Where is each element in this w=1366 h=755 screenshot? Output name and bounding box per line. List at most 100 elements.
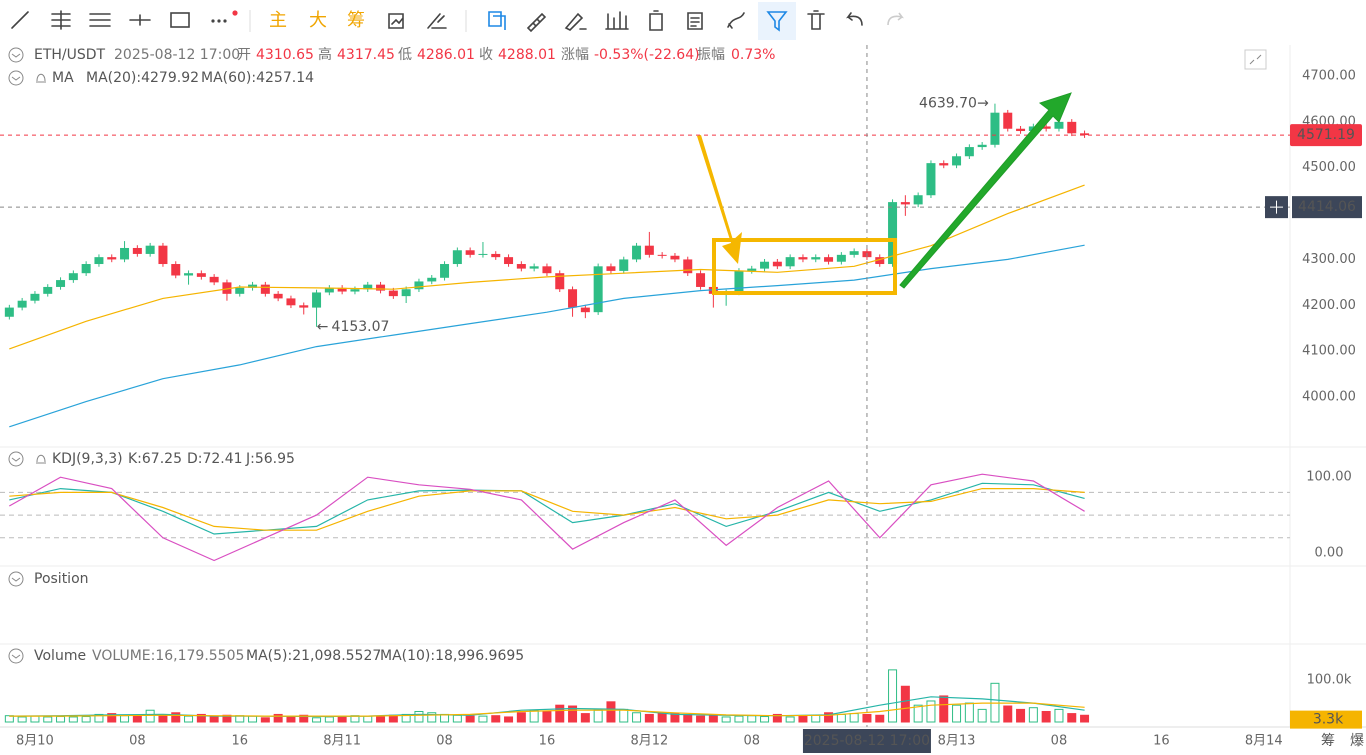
notes-tool[interactable] [687,12,703,30]
candle-body [94,257,104,265]
volume-last-box [1290,710,1362,729]
replay-tool[interactable] [388,13,404,29]
magnet-tool[interactable] [727,12,745,29]
redo-tool[interactable] [887,12,904,26]
green-arrow[interactable] [899,92,1072,289]
layer-tool[interactable] [488,11,506,30]
candle-body [132,247,142,254]
trend-line-tool[interactable] [11,11,29,29]
more-tool[interactable] [211,10,238,23]
candle-body [952,156,962,166]
collapse-btn[interactable] [8,47,24,63]
candle-body [772,261,782,267]
stat-value: 4310.65 [256,47,314,63]
volume-bar [43,716,53,723]
volume-bar [299,714,309,723]
brush-tool[interactable] [564,12,587,31]
candle-body [644,245,654,255]
candle-body [619,259,629,271]
volume-bar [836,713,846,723]
indicator-name: KDJ(9,3,3) [52,451,123,467]
candle-body [145,245,155,254]
volume-bar [875,714,885,723]
collapse-btn[interactable] [8,571,24,587]
liquidation-toggle[interactable]: 爆 [1350,733,1364,749]
low-annotation: 4153.07 [332,319,390,335]
candle-body [17,300,27,308]
parallel-tool[interactable] [51,10,71,30]
main-indicator-btn[interactable]: 主 [269,10,287,31]
volume-bar [107,713,117,723]
panel-title: Position [34,571,89,587]
volume-bar [734,715,744,723]
timer-tool[interactable] [649,10,663,31]
candle-body [606,266,616,271]
candle-body [568,289,578,308]
crosshair-time-label: 2025-08-12 17:00 [804,733,930,749]
volume-bar [529,709,539,723]
candle-body [964,147,974,157]
candle-body [875,257,885,265]
fib-tool[interactable] [89,13,111,27]
bell-icon[interactable] [36,73,46,83]
x-tick-label: 08 [129,734,146,749]
collapse-btn[interactable] [8,70,24,86]
candle-body [1054,121,1064,129]
candle-body [324,287,334,293]
volume-bar [68,716,78,723]
volume-bar [414,710,424,723]
delete-tool[interactable] [807,10,825,30]
volume-bar [1041,710,1051,723]
volume-bar [606,701,616,723]
measure-tool[interactable] [427,13,447,29]
candle-body [312,292,322,308]
volume-bar [158,714,168,723]
volume-bar [209,716,219,723]
candle-body [43,286,53,294]
candle-body [158,245,168,265]
candle-body [222,282,232,294]
candle-body [798,257,808,260]
chips-btn[interactable]: 筹 [347,10,365,31]
candle-body [824,257,834,262]
volume-bar [568,705,578,723]
volume-bar [657,712,667,723]
candle-body [836,254,846,262]
highlight-box[interactable] [712,238,897,295]
volume-bar [452,714,462,723]
bell-icon[interactable] [36,454,46,464]
volume-bar [260,717,270,723]
volume-bar [798,715,808,723]
candle-body [1016,128,1026,132]
candle-body [452,250,462,265]
candle-body [811,257,821,260]
stat-label: 振幅 [697,47,725,63]
candle-body [478,253,488,255]
collapse-btn[interactable] [8,648,24,664]
candle-body [196,273,206,277]
candle-body [1041,126,1051,129]
candle-body [683,259,693,274]
ruler-tool[interactable] [526,12,547,33]
horizontal-tool[interactable] [129,14,151,26]
filter-tool[interactable] [766,11,788,32]
chips-toggle[interactable]: 筹 [1321,732,1335,749]
chart-type-tool[interactable] [605,11,629,30]
volume-bar [30,715,40,723]
candle-body [555,273,565,290]
volume-bar [580,713,590,723]
candle-body [734,270,744,293]
expand-icon[interactable] [1244,49,1267,70]
undo-tool[interactable] [846,12,863,26]
yellow-arrow[interactable] [697,135,742,264]
volume-bar [312,717,322,723]
volume-bar [196,713,206,723]
volume-bar [939,695,949,723]
volume-bar [184,715,194,723]
volume-bar [811,714,821,723]
candle-body [747,268,757,271]
indicator-name: MA [52,70,74,86]
rect-tool[interactable] [170,12,190,28]
big-order-btn[interactable]: 大 [309,10,327,31]
collapse-btn[interactable] [8,451,24,467]
